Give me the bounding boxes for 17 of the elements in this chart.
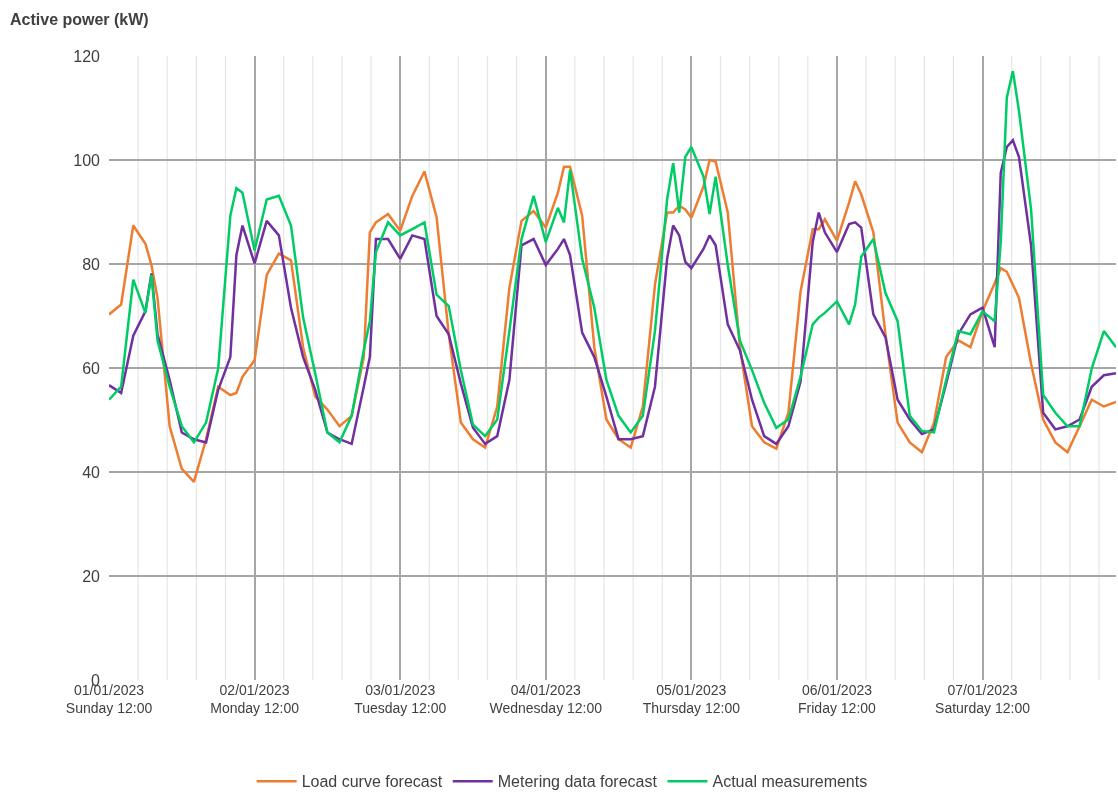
- y-tick-label: 20: [82, 567, 101, 585]
- y-tick-label: 60: [82, 359, 101, 377]
- y-axis-title: Active power (kW): [10, 11, 149, 28]
- line-series: [109, 69, 1116, 444]
- legend-label: Metering data forecast: [497, 773, 658, 791]
- x-tick-label: 04/01/2023 Wednesday 12:00: [489, 682, 603, 717]
- x-tick-label: 06/01/2023 Friday 12:00: [798, 682, 877, 717]
- legend-label: Load curve forecast: [301, 773, 443, 791]
- y-tick-label: 80: [82, 255, 101, 273]
- y-tick-label: 40: [82, 463, 101, 481]
- y-tick-label: 100: [73, 151, 101, 169]
- x-tick-label: 02/01/2023 Monday 12:00: [210, 682, 300, 717]
- x-tick-label: 03/01/2023 Tuesday 12:00: [354, 682, 447, 717]
- x-tick-label: 05/01/2023 Thursday 12:00: [642, 682, 741, 717]
- x-tick-label: 07/01/2023 Saturday 12:00: [935, 682, 1031, 717]
- legend-label: Actual measurements: [712, 773, 868, 791]
- y-tick-label: 120: [73, 47, 101, 65]
